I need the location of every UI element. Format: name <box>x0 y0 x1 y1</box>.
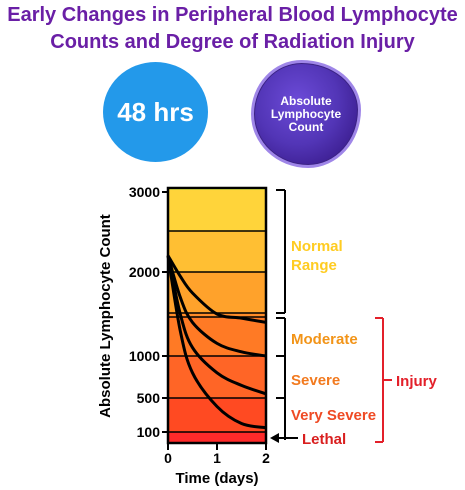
series-line <box>166 255 267 396</box>
category-label: Moderate <box>291 331 358 348</box>
title-line-2: Counts and Degree of Radiation Injury <box>50 31 415 53</box>
group-label: Injury <box>396 373 437 390</box>
y-axis-label: Absolute Lymphocyte Count <box>97 214 114 418</box>
lymphocyte-cell-label: Absolute Lymphocyte Count <box>270 93 342 134</box>
time-badge: 48 hrs <box>103 62 208 162</box>
severity-band <box>168 231 266 272</box>
category-label: Lethal <box>302 431 346 448</box>
severity-bands <box>168 188 266 443</box>
chart-title: Early Changes in Peripheral Blood Lympho… <box>0 2 465 56</box>
x-tick-label: 1 <box>213 450 221 466</box>
series-line <box>166 255 267 358</box>
series-line <box>166 254 267 324</box>
severity-band <box>168 190 266 231</box>
y-tick-label: 100 <box>137 424 161 440</box>
lymphocyte-cell-badge: Absolute Lymphocyte Count <box>251 60 361 168</box>
y-tick-label: 500 <box>137 390 161 406</box>
y-axis-ticks: 3000 2000 1000 500 100 <box>129 184 168 440</box>
series-lines <box>166 254 267 430</box>
y-tick-label: 3000 <box>129 184 160 200</box>
x-axis-label: Time (days) <box>175 470 258 487</box>
x-axis-ticks: 0 1 2 <box>164 443 270 466</box>
severity-band <box>168 356 266 398</box>
time-badge-label: 48 hrs <box>117 96 194 127</box>
category-label: Severe <box>291 372 340 389</box>
series-line <box>166 255 267 430</box>
severity-band <box>168 432 266 443</box>
y-tick-label: 1000 <box>129 348 160 364</box>
category-brackets <box>270 189 392 443</box>
x-tick-label: 2 <box>262 450 270 466</box>
x-tick-label: 0 <box>164 450 172 466</box>
title-line-1: Early Changes in Peripheral Blood Lympho… <box>7 4 458 26</box>
arrow-head-icon <box>270 433 279 443</box>
category-label: Normal Range <box>291 238 343 274</box>
category-labels: Normal Range Moderate Severe Very Severe Leth… <box>291 238 437 448</box>
category-label: Very Severe <box>291 407 376 424</box>
y-tick-label: 2000 <box>129 264 160 280</box>
